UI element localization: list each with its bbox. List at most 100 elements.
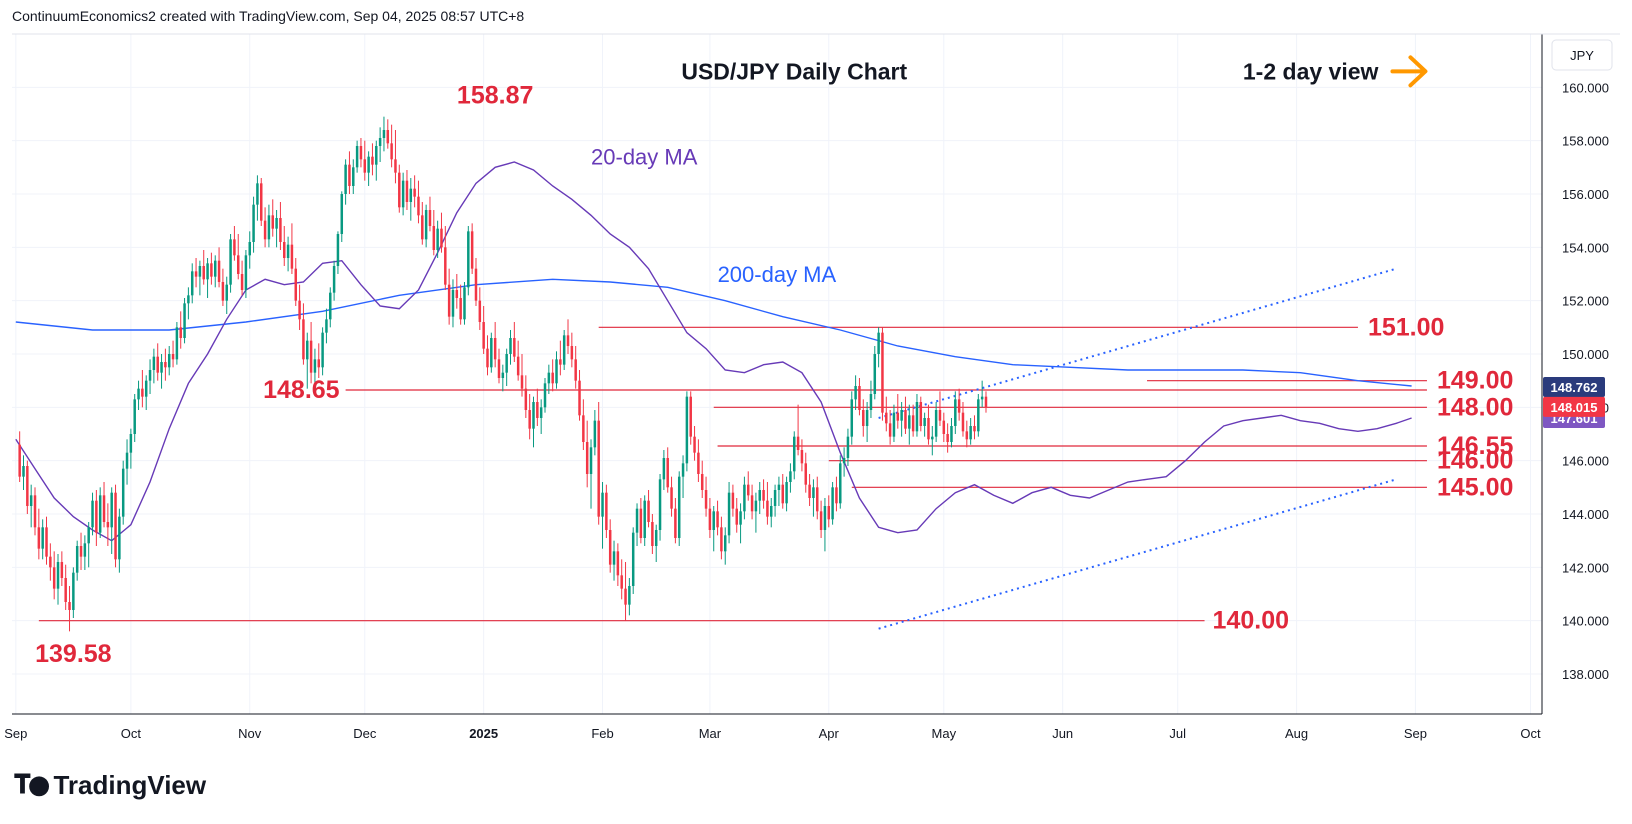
level-label: 140.00 [1213,607,1289,635]
x-tick-label: Sep [4,726,27,741]
candle-body [858,386,861,410]
candle-body [440,228,443,248]
candle-body [110,492,113,528]
candle-body [486,348,489,368]
candle-body [244,255,248,290]
candle-body [148,370,152,381]
candle-body [210,263,213,277]
candle-body [421,215,424,240]
candle-body [459,298,462,320]
candle-body [382,130,386,138]
candle-body [309,340,313,373]
candle-body [712,511,715,530]
candle-body [919,402,923,426]
candle-body [424,210,428,240]
candle-body [896,412,900,421]
x-tick-label: Aug [1285,726,1308,741]
tradingview-brand-text: TradingView [53,770,207,800]
candle-body [727,492,731,536]
candle-body [344,164,347,194]
candle-body [114,492,117,560]
candle-body [536,402,539,418]
candle-body [206,263,209,280]
candle-body [750,495,754,512]
candle-body [505,354,508,373]
candle-body [677,476,681,538]
candle-body [957,399,961,413]
candle-body [977,399,980,432]
x-tick-label: Oct [121,726,142,741]
candle-body [413,188,416,197]
candle-body [152,356,156,370]
candle-body [401,180,405,208]
candle-body [892,412,896,437]
candle-body [275,218,278,229]
candle-body [332,266,336,293]
candle-body [708,508,712,530]
currency-badge[interactable] [1551,39,1613,71]
candle-body [290,244,294,269]
candle-body [463,287,466,320]
ma-annotation: 20-day MA [591,145,698,170]
candle-body [217,260,221,282]
candle-body [478,300,482,322]
candle-body [723,535,727,552]
candle-body [685,396,689,464]
candle-body [179,327,182,338]
candle-body [770,506,773,517]
candle-body [91,500,94,528]
level-label: 148.00 [1437,393,1513,421]
candle-body [954,399,957,426]
candle-body [171,354,175,360]
candle-body [601,492,604,517]
candle-body [773,490,777,506]
tradingview-logo-icon: 𝐓● [14,770,50,800]
candle-body [405,180,409,202]
candle-body [532,402,535,429]
candle-body [497,359,501,378]
candle-body [229,239,232,285]
candle-body [363,159,367,173]
candle-body [482,322,485,349]
candle-body [378,138,382,146]
candle-body [539,407,543,418]
candle-body [758,490,761,501]
candle-body [398,172,401,208]
candle-body [352,167,355,186]
candle-body [582,415,585,442]
candle-body [516,356,520,376]
candle-body [198,266,202,277]
y-tick-label: 150.000 [1562,347,1609,362]
candle-body [194,271,198,277]
candle-body [984,396,988,408]
candle-body [279,218,282,242]
candle-body [524,388,528,410]
y-tick-label: 138.000 [1562,667,1609,682]
candle-body [213,260,217,277]
candle-body [800,450,804,464]
candle-body [72,572,75,610]
candle-body [961,412,965,432]
candle-body [493,338,497,360]
candle-body [854,386,857,400]
candle-body [827,506,831,520]
candle-body [45,527,48,557]
price-tag-last [1543,396,1605,417]
y-tick-label: 140.000 [1562,614,1609,629]
candle-body [785,482,788,504]
x-tick-label: Nov [238,726,262,741]
candle-body [240,274,244,290]
candle-body [221,282,225,301]
tradingview-logo[interactable]: 𝐓● TradingView [14,770,206,801]
candle-body [520,375,524,389]
candle-body [313,359,317,373]
candle-body [467,231,470,288]
candle-body [321,332,324,368]
x-tick-label: Oct [1520,726,1541,741]
candle-body [528,410,531,429]
candle-body [731,492,735,509]
candle-body [137,388,140,400]
candle-body [651,522,654,546]
candle-body [37,527,41,549]
